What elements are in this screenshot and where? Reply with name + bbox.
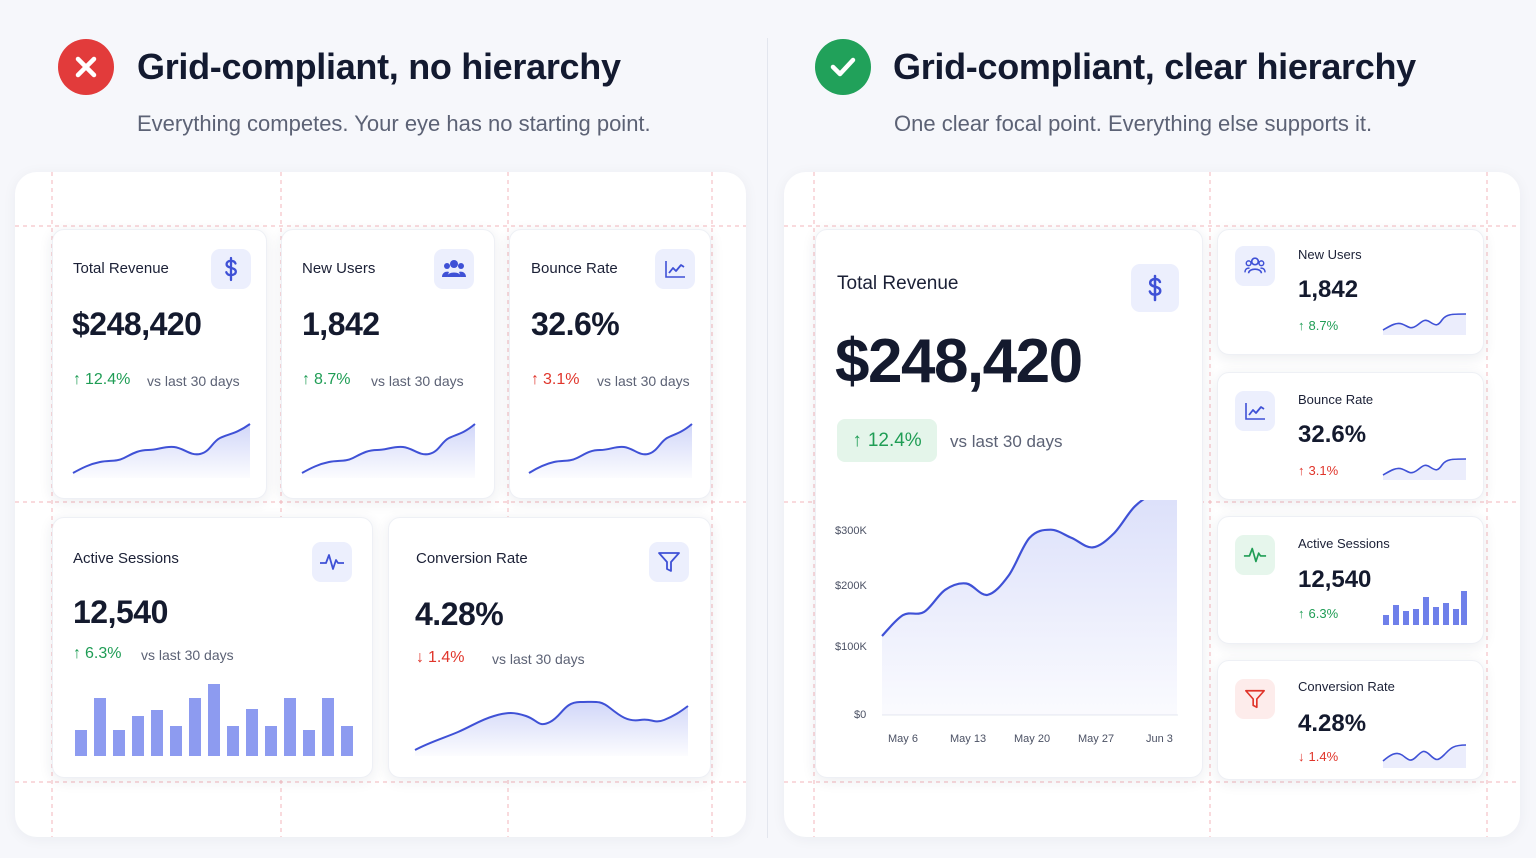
x-tick-label: May 6 (888, 733, 918, 745)
revenue-series-line (881, 500, 1145, 637)
card-value: 12,540 (1298, 566, 1372, 593)
delta-down: ↑ 3.1% (1298, 463, 1339, 478)
sparkline (528, 423, 693, 478)
bad-example-icon (58, 39, 114, 95)
arrow-up-icon: ↑ (531, 371, 539, 388)
x-tick-label: Jun 3 (1146, 733, 1173, 745)
main-card-label: Total Revenue (837, 273, 959, 294)
card-new-users[interactable]: New Users 1,842 ↑ 8.7% vs last 30 days (281, 229, 495, 499)
divider (767, 38, 768, 838)
delta-up: ↑ 8.7% (1298, 318, 1339, 333)
card-label: Conversion Rate (1298, 679, 1395, 694)
card-total-revenue[interactable]: Total Revenue $248,420 ↑ 12.4% vs last 30… (52, 229, 267, 499)
arrow-up-icon: ↑ (73, 645, 81, 662)
revenue-area-chart (881, 500, 1178, 716)
left-subtitle: Everything competes. Your eye has no sta… (137, 111, 651, 136)
comparison-text: vs last 30 days (147, 373, 240, 389)
sparkline (1382, 744, 1466, 768)
funnel-icon (1235, 679, 1275, 719)
dollar-icon (1131, 264, 1179, 312)
card-value: 12,540 (73, 594, 168, 630)
card-conversion-rate[interactable]: Conversion Rate 4.28% ↓ 1.4% vs last 30 d… (388, 517, 711, 778)
x-tick-label: May 27 (1078, 733, 1115, 745)
card-bounce-rate-small[interactable]: Bounce Rate 32.6% ↑ 3.1% (1217, 372, 1484, 500)
card-total-revenue-main[interactable]: Total Revenue $248,420 ↑ 12.4% vs last 30… (815, 229, 1203, 778)
dollar-icon (211, 249, 251, 289)
card-value: 32.6% (1298, 421, 1367, 448)
delta-down: ↓ 1.4% (416, 649, 465, 666)
pulse-icon (312, 542, 352, 582)
card-bounce-rate[interactable]: Bounce Rate 32.6% ↑ 3.1% vs last 30 days (509, 229, 711, 499)
sparkline (301, 423, 476, 478)
y-tick-label: $0 (854, 709, 867, 721)
right-title: Grid-compliant, clear hierarchy (893, 46, 1416, 87)
delta-up: ↑ 6.3% (73, 645, 122, 662)
arrow-up-icon: ↑ (302, 371, 310, 388)
sparkline (1382, 313, 1466, 335)
delta-badge: ↑ 12.4% (837, 419, 937, 462)
card-value: 4.28% (1298, 710, 1367, 737)
arrow-down-icon: ↓ (416, 649, 424, 666)
card-label: Bounce Rate (531, 260, 618, 277)
card-label: Active Sessions (73, 550, 179, 567)
card-value: 32.6% (531, 306, 620, 342)
card-active-sessions[interactable]: Active Sessions 12,540 ↑ 6.3% vs last 30 … (52, 517, 373, 778)
sparkline (414, 700, 689, 756)
comparison-text: vs last 30 days (141, 647, 234, 663)
arrow-up-icon: ↑ (1298, 463, 1305, 478)
sparkline (72, 423, 251, 478)
x-tick-label: May 20 (1014, 733, 1051, 745)
bar-sparkline (1383, 591, 1467, 625)
card-label: Bounce Rate (1298, 392, 1374, 407)
delta-up: ↑ 6.3% (1298, 606, 1339, 621)
card-new-users-small[interactable]: New Users 1,842 ↑ 8.7% (1217, 229, 1484, 355)
y-tick-label: $100K (835, 641, 867, 653)
sparkline (1382, 458, 1466, 480)
pulse-icon (1235, 535, 1275, 575)
y-tick-label: $200K (835, 580, 867, 592)
delta-up: ↑ 8.7% (302, 371, 351, 388)
card-label: Total Revenue (73, 260, 169, 277)
comparison-text: vs last 30 days (950, 432, 1063, 451)
arrow-up-icon: ↑ (1298, 318, 1305, 333)
arrow-down-icon: ↓ (1298, 749, 1305, 764)
delta-down: ↓ 1.4% (1298, 749, 1339, 764)
arrow-up-icon: ↑ (73, 371, 81, 388)
trend-chart-icon (655, 249, 695, 289)
y-tick-label: $300K (835, 525, 867, 537)
delta-down: ↑ 3.1% (531, 371, 580, 388)
card-active-sessions-small[interactable]: Active Sessions 12,540 ↑ 6.3% (1217, 516, 1484, 644)
right-subtitle: One clear focal point. Everything else s… (894, 111, 1373, 136)
arrow-up-icon: ↑ (1298, 606, 1305, 621)
card-conversion-rate-small[interactable]: Conversion Rate 4.28% ↓ 1.4% (1217, 660, 1484, 780)
card-label: Conversion Rate (416, 550, 528, 567)
left-title: Grid-compliant, no hierarchy (137, 46, 621, 87)
trend-chart-icon (1235, 391, 1275, 431)
comparison-text: vs last 30 days (371, 373, 464, 389)
delta-up: ↑ 12.4% (73, 371, 131, 388)
comparison-text: vs last 30 days (492, 651, 585, 667)
arrow-up-icon: ↑ (852, 429, 862, 451)
users-icon (434, 249, 474, 289)
card-value: 1,842 (1298, 276, 1359, 303)
card-value: $248,420 (72, 306, 202, 342)
bar-sparkline (75, 684, 353, 756)
comparison-text: vs last 30 days (597, 373, 690, 389)
revenue-area-fill (882, 500, 1177, 715)
card-value: 4.28% (415, 596, 504, 632)
funnel-icon (649, 542, 689, 582)
card-label: Active Sessions (1298, 536, 1390, 551)
card-label: New Users (1298, 247, 1362, 262)
main-card-value: $248,420 (835, 327, 1083, 396)
card-label: New Users (302, 260, 376, 277)
x-tick-label: May 13 (950, 733, 987, 745)
users-icon (1235, 246, 1275, 286)
good-example-icon (815, 39, 871, 95)
card-value: 1,842 (302, 306, 380, 342)
